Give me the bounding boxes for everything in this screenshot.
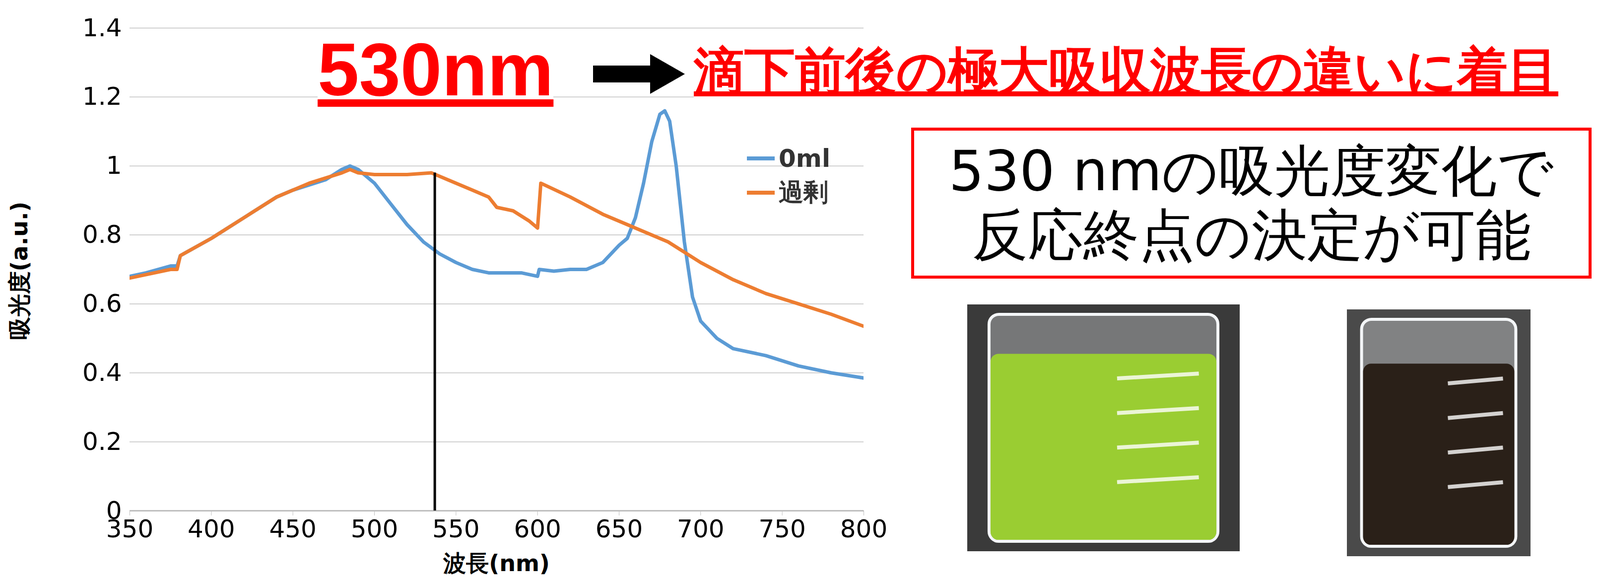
svg-text:450: 450 bbox=[268, 514, 317, 543]
svg-text:600: 600 bbox=[513, 514, 561, 543]
svg-text:0.6: 0.6 bbox=[82, 288, 123, 318]
html-text:波長(nm): 波長(nm) bbox=[443, 549, 550, 577]
svg-text:750: 750 bbox=[758, 514, 806, 543]
svg-text:500: 500 bbox=[350, 514, 399, 543]
html-text:530 nmの吸光度変化で: 530 nmの吸光度変化で bbox=[948, 138, 1554, 204]
html-text:吸光度(a.u.): 吸光度(a.u.) bbox=[5, 201, 33, 340]
svg-text:1.4: 1.4 bbox=[82, 13, 123, 43]
svg-text:1.2: 1.2 bbox=[82, 81, 123, 111]
svg-text:350: 350 bbox=[106, 514, 154, 543]
svg-text:0: 0 bbox=[106, 495, 123, 525]
html-text:反応終点の決定が可能: 反応終点の決定が可能 bbox=[971, 202, 1531, 267]
svg-text:0.4: 0.4 bbox=[82, 357, 123, 387]
html-text:0ml: 0ml bbox=[778, 143, 831, 173]
svg-text:800: 800 bbox=[840, 514, 888, 543]
svg-text:0.8: 0.8 bbox=[82, 219, 123, 249]
svg-text:650: 650 bbox=[595, 514, 643, 543]
html-text:530nm: 530nm bbox=[317, 27, 554, 112]
html-text:滴下前後の極大吸収波長の違いに着目: 滴下前後の極大吸収波長の違いに着目 bbox=[693, 41, 1559, 101]
svg-text:0.2: 0.2 bbox=[82, 426, 123, 456]
html-text:過剰: 過剰 bbox=[778, 177, 829, 207]
svg-text:400: 400 bbox=[187, 514, 235, 543]
svg-text:1: 1 bbox=[106, 150, 123, 180]
svg-text:700: 700 bbox=[676, 514, 725, 543]
svg-text:550: 550 bbox=[432, 514, 480, 543]
